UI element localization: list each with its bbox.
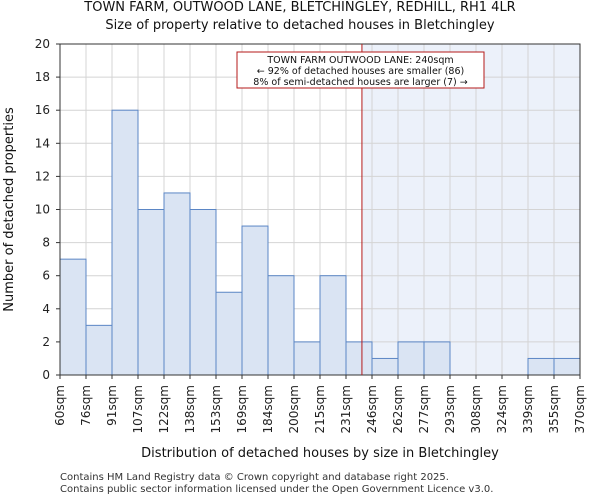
x-tick-label: 76sqm — [79, 385, 93, 426]
x-tick-label: 231sqm — [339, 385, 353, 433]
x-tick-label: 91sqm — [105, 385, 119, 426]
annotation-box — [236, 51, 485, 89]
y-tick-label: 12 — [35, 169, 50, 183]
bar-246sqm — [371, 357, 399, 376]
annotation-smaller: ← 92% of detached houses are smaller (86… — [257, 66, 464, 77]
bar-60sqm — [59, 258, 87, 376]
x-tick-label: 293sqm — [443, 385, 457, 433]
x-tick-label: 370sqm — [573, 385, 587, 433]
bar-91sqm — [111, 109, 139, 376]
y-tick-label: 14 — [35, 136, 50, 150]
bar-138sqm — [189, 209, 217, 376]
chart-title: TOWN FARM, OUTWOOD LANE, BLETCHINGLEY, R… — [84, 0, 516, 15]
x-tick-label: 184sqm — [261, 385, 275, 433]
x-axis-label: Distribution of detached houses by size … — [141, 446, 499, 461]
bar-200sqm — [293, 341, 321, 376]
y-tick-label: 10 — [35, 203, 50, 217]
x-tick-label: 324sqm — [495, 385, 509, 433]
annotation-larger: 8% of semi-detached houses are larger (7… — [253, 77, 467, 88]
x-tick-label: 169sqm — [235, 385, 249, 433]
bar-122sqm — [163, 192, 191, 376]
x-tick-label: 153sqm — [209, 385, 223, 433]
attribution-line-2: Contains public sector information licen… — [60, 484, 494, 495]
x-tick-label: 122sqm — [157, 385, 171, 433]
bar-231sqm — [345, 341, 373, 376]
y-axis-label: Number of detached properties — [2, 107, 17, 312]
x-tick-label: 107sqm — [131, 385, 145, 433]
y-tick-label: 4 — [42, 302, 50, 316]
x-tick-label: 215sqm — [313, 385, 327, 433]
y-tick-label: 6 — [42, 269, 50, 283]
bar-184sqm — [267, 275, 295, 376]
y-tick-label: 20 — [35, 37, 50, 51]
y-tick-label: 16 — [35, 103, 50, 117]
bar-107sqm — [137, 209, 165, 376]
chart-subtitle: Size of property relative to detached ho… — [105, 18, 495, 33]
x-tick-label: 308sqm — [469, 385, 483, 433]
y-tick-label: 2 — [42, 335, 50, 349]
bar-153sqm — [215, 291, 243, 376]
x-tick-label: 355sqm — [547, 385, 561, 433]
bar-339sqm — [527, 357, 555, 376]
annotation-title: TOWN FARM OUTWOOD LANE: 240sqm — [266, 55, 453, 66]
bar-169sqm — [241, 225, 269, 376]
attribution-line-1: Contains HM Land Registry data © Crown c… — [60, 472, 449, 483]
x-tick-label: 200sqm — [287, 385, 301, 433]
x-tick-label: 277sqm — [417, 385, 431, 433]
bar-262sqm — [397, 341, 425, 376]
bar-277sqm — [423, 341, 451, 376]
bar-76sqm — [85, 324, 113, 376]
bar-215sqm — [319, 275, 347, 376]
x-tick-label: 262sqm — [391, 385, 405, 433]
x-tick-label: 339sqm — [521, 385, 535, 433]
y-tick-label: 8 — [42, 236, 50, 250]
bar-355sqm — [553, 357, 581, 376]
y-tick-label: 18 — [35, 70, 50, 84]
x-tick-label: 138sqm — [183, 385, 197, 433]
x-tick-label: 246sqm — [365, 385, 379, 433]
x-tick-label: 60sqm — [53, 385, 67, 426]
y-tick-label: 0 — [42, 368, 50, 382]
